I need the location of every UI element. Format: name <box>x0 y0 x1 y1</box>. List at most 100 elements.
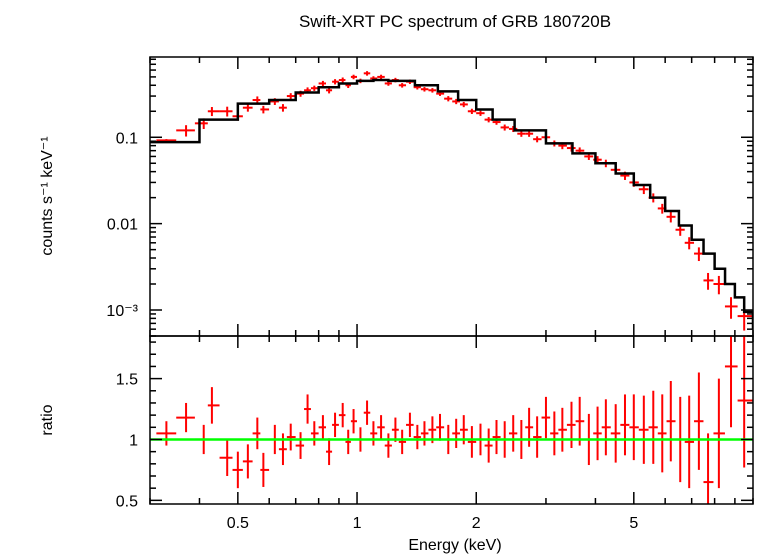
y-tick-label: 0.01 <box>107 217 138 234</box>
y-tick-label: 10⁻³ <box>106 303 138 320</box>
data-point <box>648 390 658 464</box>
data-point <box>260 105 270 114</box>
data-point <box>326 438 333 466</box>
ratio-ylabel: ratio <box>39 404 56 435</box>
data-point <box>517 130 526 137</box>
data-point <box>260 452 270 487</box>
data-point <box>436 413 445 441</box>
data-point <box>286 93 296 100</box>
data-point <box>350 409 358 434</box>
data-point <box>533 136 542 143</box>
x-axis-label: Energy (keV) <box>408 537 501 554</box>
data-point <box>737 336 753 468</box>
y-tick-label: 1 <box>129 432 138 449</box>
data-point <box>666 211 676 223</box>
data-point <box>558 407 567 452</box>
data-point <box>638 185 649 195</box>
data-point <box>666 381 676 462</box>
y-tick-label: 1.5 <box>116 372 138 389</box>
data-point <box>318 415 327 440</box>
data-point <box>398 429 407 455</box>
data-point <box>452 418 460 448</box>
data-point <box>508 126 518 133</box>
data-point <box>310 421 319 446</box>
data-point <box>694 247 704 262</box>
data-point <box>363 71 371 76</box>
data-point <box>295 432 305 459</box>
data-point <box>694 372 704 470</box>
x-tick-label: 5 <box>629 515 638 532</box>
data-point <box>444 96 453 102</box>
data-point <box>310 85 319 91</box>
data-point <box>550 411 559 456</box>
data-point <box>219 439 233 476</box>
data-point <box>391 417 399 442</box>
data-point <box>332 79 339 85</box>
data-point <box>476 110 485 116</box>
data-point <box>428 88 437 93</box>
ratio-panel-frame <box>149 335 754 505</box>
data-point <box>484 428 493 463</box>
data-point <box>684 395 695 489</box>
y-tick-label: 0.1 <box>116 130 138 147</box>
x-tick-label: 1 <box>353 515 362 532</box>
data-point <box>286 423 296 451</box>
data-point <box>420 421 429 446</box>
ratio-panel: 0.5 1 1.5 <box>116 335 754 510</box>
data-point <box>629 394 639 461</box>
data-point <box>384 433 392 458</box>
data-point <box>657 394 667 473</box>
data-point <box>278 433 287 466</box>
data-point <box>156 421 177 446</box>
data-point <box>207 107 220 117</box>
data-point <box>338 77 346 83</box>
data-point <box>242 444 253 479</box>
data-point <box>500 124 509 131</box>
data-point <box>318 80 327 87</box>
data-point <box>724 336 738 428</box>
data-point <box>406 412 414 438</box>
data-point <box>242 104 253 112</box>
data-point <box>350 74 358 80</box>
data-point <box>525 130 534 137</box>
data-point <box>363 400 371 425</box>
data-point <box>684 237 695 250</box>
top-ylabel: counts s⁻¹ keV⁻¹ <box>39 136 56 255</box>
data-point <box>593 406 602 461</box>
data-point <box>610 404 621 463</box>
data-point <box>508 415 518 452</box>
x-tick-label: 2 <box>472 515 481 532</box>
data-point <box>370 421 378 446</box>
data-point <box>703 272 714 290</box>
data-point <box>452 98 460 105</box>
data-point <box>252 417 261 450</box>
data-point <box>601 399 611 456</box>
data-point <box>492 420 501 455</box>
data-point <box>377 74 385 80</box>
data-point <box>207 387 220 424</box>
data-point <box>575 396 585 446</box>
model-curve <box>150 78 753 330</box>
data-point <box>467 426 477 458</box>
data-point <box>219 106 233 117</box>
data-point <box>398 83 407 88</box>
data-point <box>278 104 287 112</box>
data-point <box>713 275 725 295</box>
data-point <box>724 297 738 319</box>
data-point <box>459 101 468 108</box>
data-point <box>541 396 551 439</box>
data-point <box>484 117 493 123</box>
data-point <box>332 412 339 438</box>
data-point <box>345 429 351 455</box>
data-point <box>525 407 534 447</box>
data-point <box>533 416 542 458</box>
data-point <box>638 395 649 464</box>
data-point <box>703 433 714 504</box>
spectrum-panel: 0.1 0.01 10⁻³ <box>106 56 754 337</box>
data-point <box>176 402 195 433</box>
x-tick-label: 0.5 <box>227 515 249 532</box>
data-point <box>338 402 346 428</box>
data-point <box>566 401 576 448</box>
data-point <box>713 378 725 489</box>
